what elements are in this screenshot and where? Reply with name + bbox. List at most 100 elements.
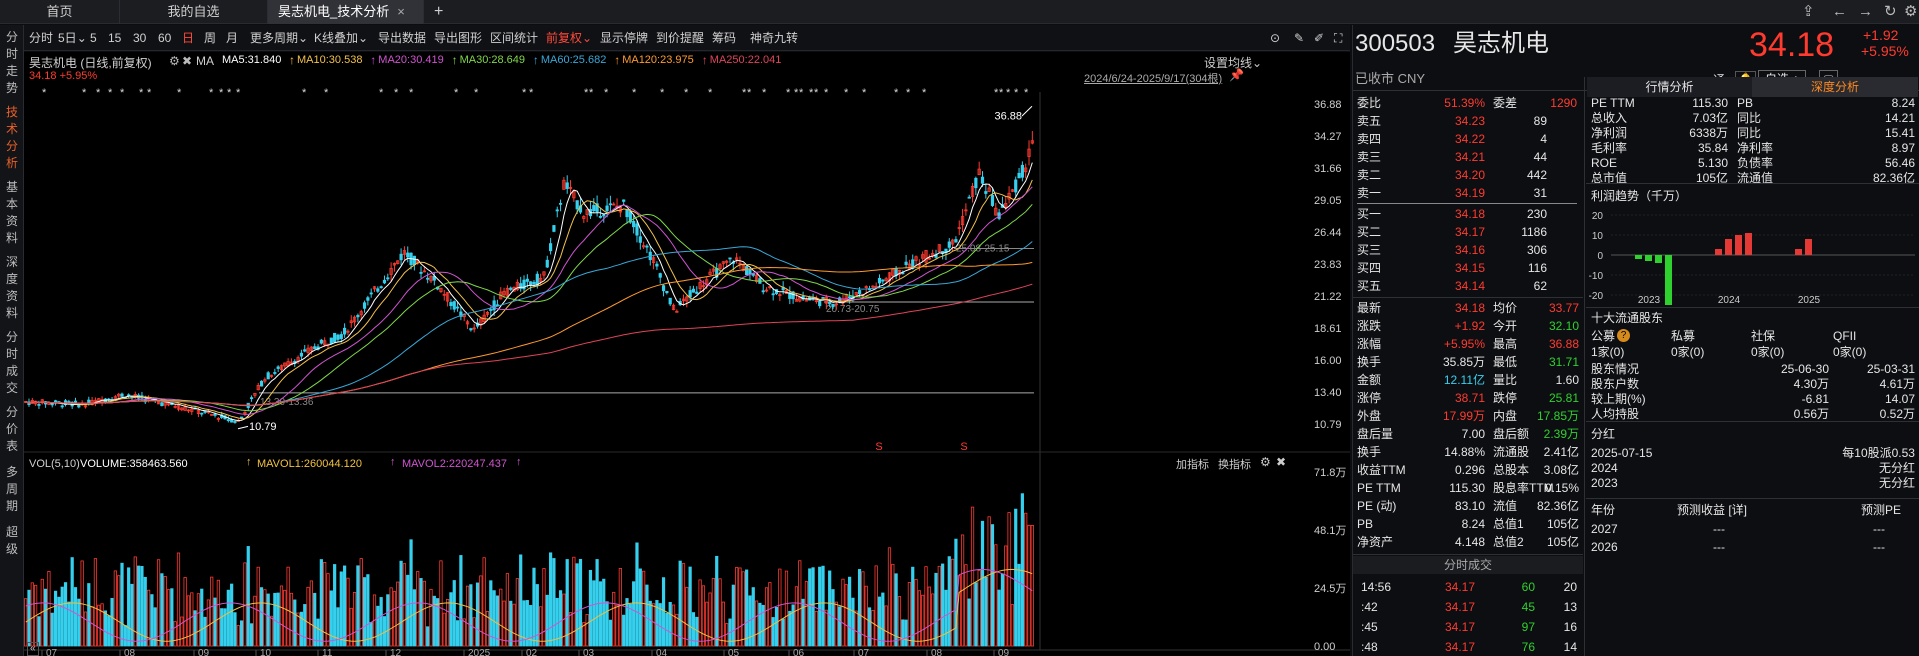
- settings-icon[interactable]: ⚙: [1904, 3, 1918, 20]
- nav-price-table[interactable]: 分价表: [0, 400, 24, 453]
- kline-overlay-menu[interactable]: K线叠加⌄: [314, 25, 368, 51]
- export-image-button[interactable]: 导出图形: [434, 31, 483, 45]
- tab-label: 昊志机电_技术分析: [278, 4, 390, 19]
- refresh-icon[interactable]: ↻: [1884, 3, 1897, 20]
- holder-row-value: 4.30万: [1793, 377, 1829, 391]
- nav-intraday[interactable]: 分时走势: [0, 25, 24, 95]
- volume-bar: [313, 592, 317, 647]
- signal-marker: *: [147, 87, 152, 99]
- period-15min[interactable]: 15: [108, 31, 122, 45]
- share-icon[interactable]: ⇪: [1802, 3, 1815, 20]
- period-week[interactable]: 周: [204, 31, 217, 45]
- bid-price: 34.14: [1454, 279, 1485, 293]
- volume-bar: [426, 626, 430, 647]
- scroll-left-icon[interactable]: «: [27, 642, 39, 656]
- volume-bar: [625, 598, 629, 647]
- period-5min[interactable]: 5: [90, 31, 97, 45]
- volume-bar: [366, 574, 370, 647]
- close-icon[interactable]: ✖: [182, 54, 193, 68]
- volume-bar: [572, 556, 576, 647]
- fullscreen-icon[interactable]: ⛶: [1334, 31, 1343, 45]
- volume-bar: [1010, 604, 1015, 647]
- candle-body: [728, 257, 732, 260]
- date-range[interactable]: 2024/6/24-2025/9/17(304根): [1084, 73, 1223, 85]
- ma-line: [25, 203, 1033, 412]
- stat-value: 36.88: [1548, 337, 1579, 351]
- candle-body: [402, 250, 407, 255]
- ma-marker: ↑: [701, 53, 708, 67]
- price-tick: 18.61: [1314, 323, 1342, 335]
- ma-value: MA10:30.538: [297, 54, 363, 66]
- stat-label: 净资产: [1357, 535, 1394, 549]
- tab-home[interactable]: 首页: [0, 0, 120, 24]
- candle-body: [904, 261, 908, 265]
- holder-row-value: 0.56万: [1793, 407, 1829, 421]
- price-tick: 21.22: [1314, 291, 1342, 303]
- nav-technical[interactable]: 技术分析: [0, 100, 24, 170]
- volume-bar: [1024, 512, 1028, 647]
- nav-super[interactable]: 超级: [0, 520, 24, 560]
- period-day[interactable]: 日: [182, 31, 195, 45]
- switch-indicator-button[interactable]: 换指标: [1218, 459, 1251, 471]
- volume-bar: [1007, 512, 1011, 647]
- volume-bar: [731, 584, 735, 647]
- magic-nine-button[interactable]: 神奇九转: [750, 31, 799, 45]
- nav-tick-trades[interactable]: 分时成交: [0, 325, 24, 395]
- volume-bar: [349, 607, 353, 647]
- chips-button[interactable]: 筹码: [712, 31, 737, 45]
- candle-body: [369, 292, 373, 295]
- nav-deep-info[interactable]: 深度资料: [0, 250, 24, 320]
- forecast-pe: ---: [1873, 540, 1885, 554]
- eyedropper-icon[interactable]: ✐: [1314, 31, 1325, 45]
- stat-label: 流值: [1493, 499, 1518, 513]
- tab-deep-analysis[interactable]: 深度分析: [1752, 77, 1918, 97]
- candle-body: [539, 277, 543, 283]
- volume-bar: [844, 584, 848, 647]
- period-5day[interactable]: 5日⌄: [58, 25, 87, 51]
- price-alert-button[interactable]: 到价提醒: [656, 31, 705, 45]
- tab-technical-analysis[interactable]: 昊志机电_技术分析 ×: [268, 0, 424, 24]
- ma-line: [25, 179, 1033, 420]
- more-periods-menu[interactable]: 更多周期⌄: [250, 25, 308, 51]
- back-icon[interactable]: ←: [1832, 3, 1847, 20]
- profit-bar: [1655, 255, 1662, 263]
- chevron-circle-icon[interactable]: ⊙: [1270, 31, 1281, 45]
- nav-basic-info[interactable]: 基本资料: [0, 175, 24, 245]
- range-stats-button[interactable]: 区间统计: [490, 31, 539, 45]
- volume-bar: [801, 598, 805, 647]
- signal-marker: *: [844, 87, 849, 99]
- close-icon[interactable]: ✖: [1276, 455, 1287, 469]
- nav-multi-period[interactable]: 多周期: [0, 460, 24, 513]
- add-tab-icon[interactable]: +: [434, 3, 444, 20]
- volume-bar: [558, 590, 563, 647]
- gear-icon[interactable]: ⚙: [1260, 455, 1271, 469]
- forward-adjust-menu[interactable]: 前复权⌄: [546, 25, 592, 51]
- draw-pen-icon[interactable]: ✎: [1294, 31, 1305, 45]
- ma-settings-menu[interactable]: 设置均线⌄: [1204, 54, 1262, 71]
- period-30min[interactable]: 30: [133, 31, 147, 45]
- chart-area[interactable]: 36.88 34.27 31.66 29.05 26.44 23.83 21.22 18.61…: [24, 52, 1350, 656]
- gear-icon[interactable]: ⚙: [169, 54, 180, 68]
- volume-bar: [575, 563, 579, 647]
- export-data-button[interactable]: 导出数据: [378, 31, 427, 45]
- period-60min[interactable]: 60: [158, 31, 172, 45]
- tab-market-analysis[interactable]: 行情分析: [1587, 77, 1752, 97]
- volume-bar: [934, 572, 938, 647]
- pin-icon[interactable]: 📌: [1229, 68, 1244, 82]
- show-suspended-button[interactable]: 显示停牌: [600, 31, 649, 45]
- period-month[interactable]: 月: [226, 31, 239, 45]
- period-intraday[interactable]: 分时: [29, 31, 54, 45]
- volume-bar: [279, 585, 284, 647]
- candle-body: [97, 398, 101, 403]
- tab-watchlist[interactable]: 我的自选: [120, 0, 268, 24]
- volume-bar: [632, 581, 636, 647]
- signal-marker: *: [1006, 87, 1011, 99]
- candle-body: [452, 301, 456, 310]
- close-icon[interactable]: ×: [397, 4, 405, 19]
- volume-bar: [319, 559, 323, 647]
- forward-icon[interactable]: →: [1858, 3, 1873, 20]
- trade-time: :45: [1361, 620, 1378, 634]
- candle-body: [339, 334, 343, 340]
- add-indicator-button[interactable]: 加指标: [1176, 459, 1209, 471]
- kline-chart[interactable]: 36.88 34.27 31.66 29.05 26.44 23.83 21.22 18.61…: [24, 52, 1350, 656]
